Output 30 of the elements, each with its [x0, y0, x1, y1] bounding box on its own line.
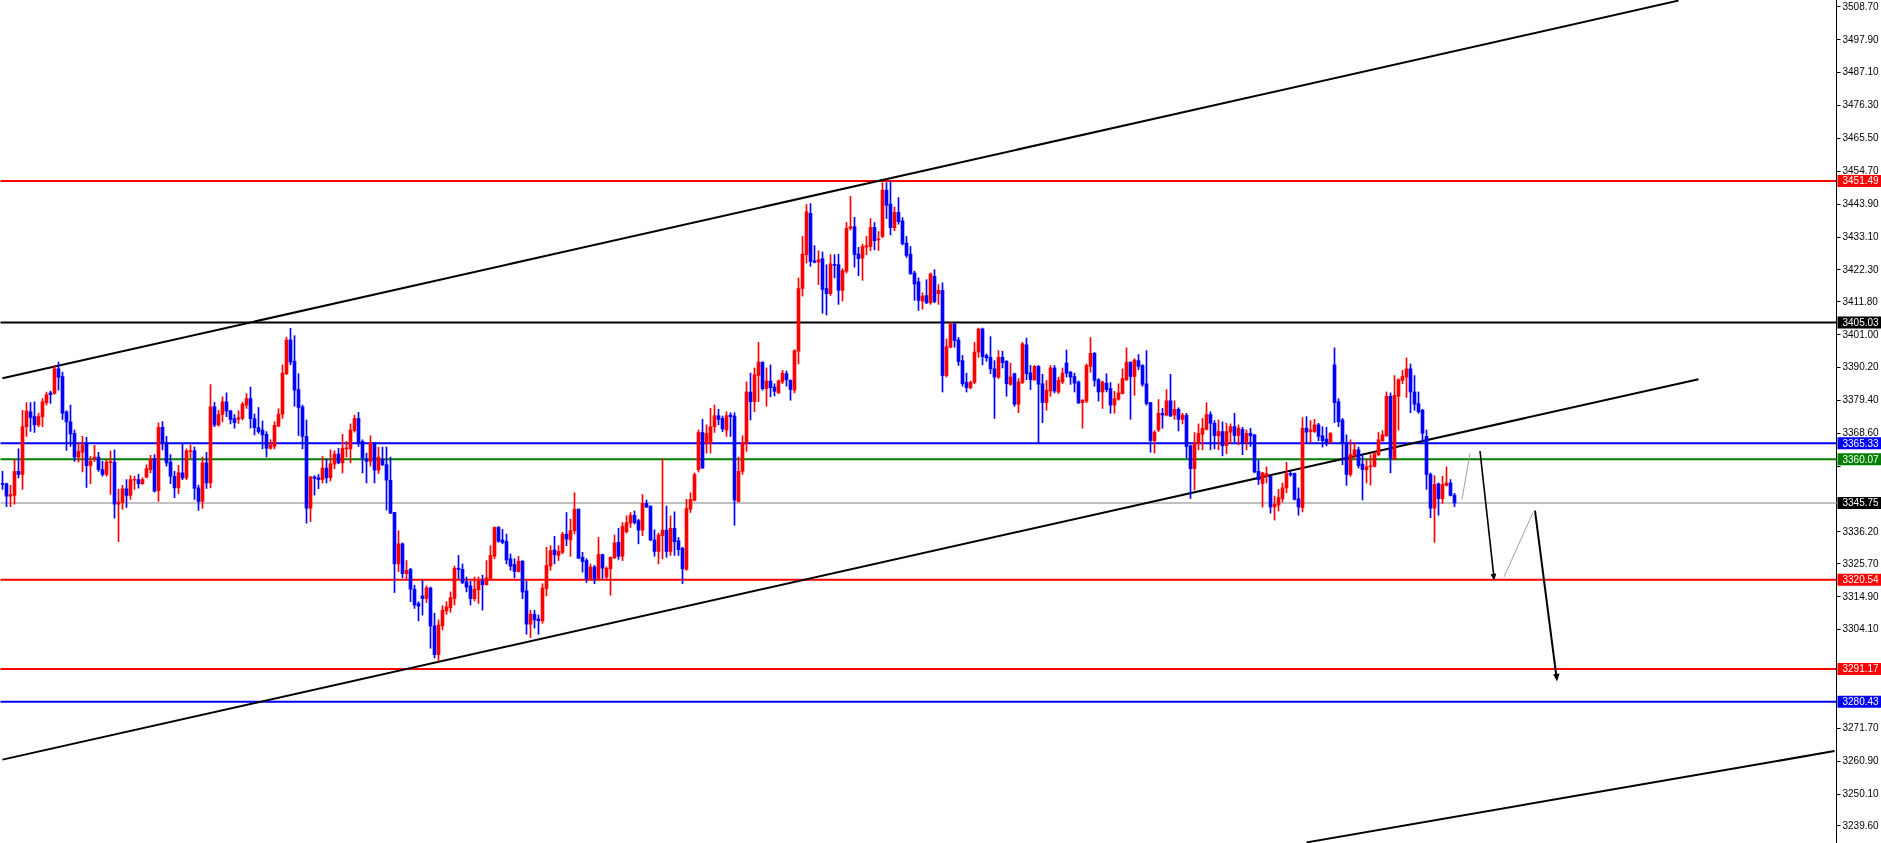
ref-line-label: 3360.07 [1842, 453, 1880, 465]
y-tick-label: 3304.10 [1842, 623, 1880, 635]
y-tick-label: 3487.10 [1842, 66, 1880, 78]
y-tick-label: 3368.60 [1842, 427, 1880, 439]
y-tick-label: 3260.90 [1842, 754, 1880, 766]
ref-line-label: 3405.03 [1842, 316, 1880, 328]
y-tick-label: 3454.70 [1842, 165, 1880, 177]
y-tick-label: 3325.70 [1842, 557, 1880, 569]
y-tick-label: 3314.90 [1842, 590, 1880, 602]
y-tick-label: 3422.30 [1842, 263, 1880, 275]
y-tick-label: 3250.10 [1842, 787, 1880, 799]
y-tick-label: 3433.10 [1842, 230, 1880, 242]
y-tick-label: 3465.50 [1842, 132, 1880, 144]
y-tick-label: 3239.60 [1842, 819, 1880, 831]
y-tick-label: 3411.80 [1842, 295, 1879, 307]
ref-line-label: 3345.75 [1842, 497, 1880, 509]
ref-line-label: 3291.17 [1842, 663, 1880, 675]
ref-line-label: 3451.49 [1842, 175, 1880, 187]
y-tick-label: 3497.90 [1842, 33, 1880, 45]
y-tick-label: 3401.00 [1842, 328, 1880, 340]
y-tick-label: 3379.40 [1842, 394, 1880, 406]
ref-line-label: 3280.43 [1842, 695, 1880, 707]
y-tick-label: 3476.30 [1842, 99, 1880, 111]
y-tick-label: 3508.70 [1842, 0, 1880, 12]
y-tick-label: 3390.20 [1842, 361, 1880, 373]
y-tick-label: 3271.70 [1842, 722, 1880, 734]
ref-line-label: 3365.33 [1842, 437, 1880, 449]
y-tick-label: 3443.90 [1842, 197, 1880, 209]
y-tick-label: 3336.20 [1842, 525, 1880, 537]
ref-line-label: 3320.54 [1842, 573, 1880, 585]
